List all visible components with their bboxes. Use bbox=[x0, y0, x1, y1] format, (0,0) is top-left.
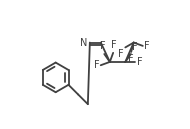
Text: F: F bbox=[132, 42, 138, 52]
Text: F: F bbox=[118, 49, 124, 59]
Text: N: N bbox=[80, 38, 88, 48]
Text: F: F bbox=[101, 41, 106, 51]
Text: F: F bbox=[128, 54, 134, 64]
Text: F: F bbox=[144, 41, 150, 51]
Text: F: F bbox=[93, 60, 99, 70]
Text: F: F bbox=[111, 40, 117, 50]
Text: F: F bbox=[137, 57, 142, 67]
